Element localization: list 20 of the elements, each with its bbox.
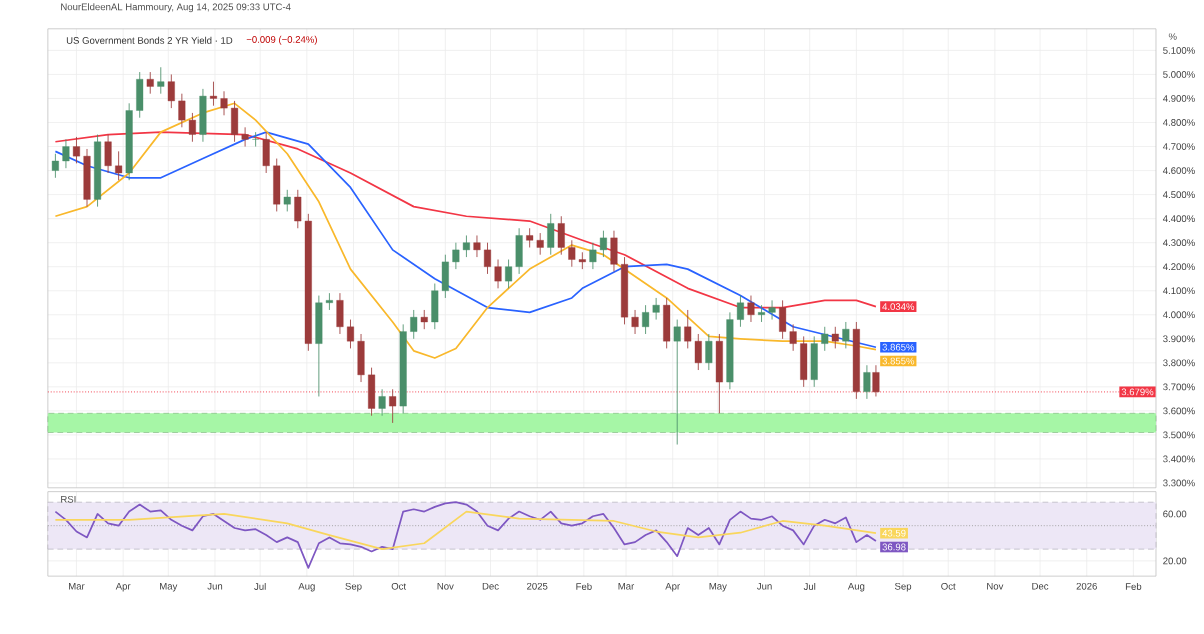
candlestick	[663, 297, 671, 349]
candlestick	[831, 326, 839, 349]
candlestick	[705, 333, 713, 371]
candlestick	[199, 88, 207, 143]
candlestick	[872, 364, 880, 398]
candlestick	[157, 66, 165, 95]
candlestick	[842, 321, 850, 349]
candlestick	[420, 309, 428, 330]
candlestick	[146, 71, 154, 95]
candlestick	[283, 189, 291, 212]
candlestick	[863, 364, 871, 400]
candlestick	[389, 388, 397, 424]
line-series	[54, 510, 877, 551]
candlestick	[673, 319, 681, 446]
candlestick	[715, 333, 723, 414]
candlestick	[252, 131, 260, 148]
candlestick	[378, 388, 386, 417]
candlestick	[747, 295, 755, 323]
candlestick	[547, 213, 555, 256]
line-series	[54, 131, 877, 349]
